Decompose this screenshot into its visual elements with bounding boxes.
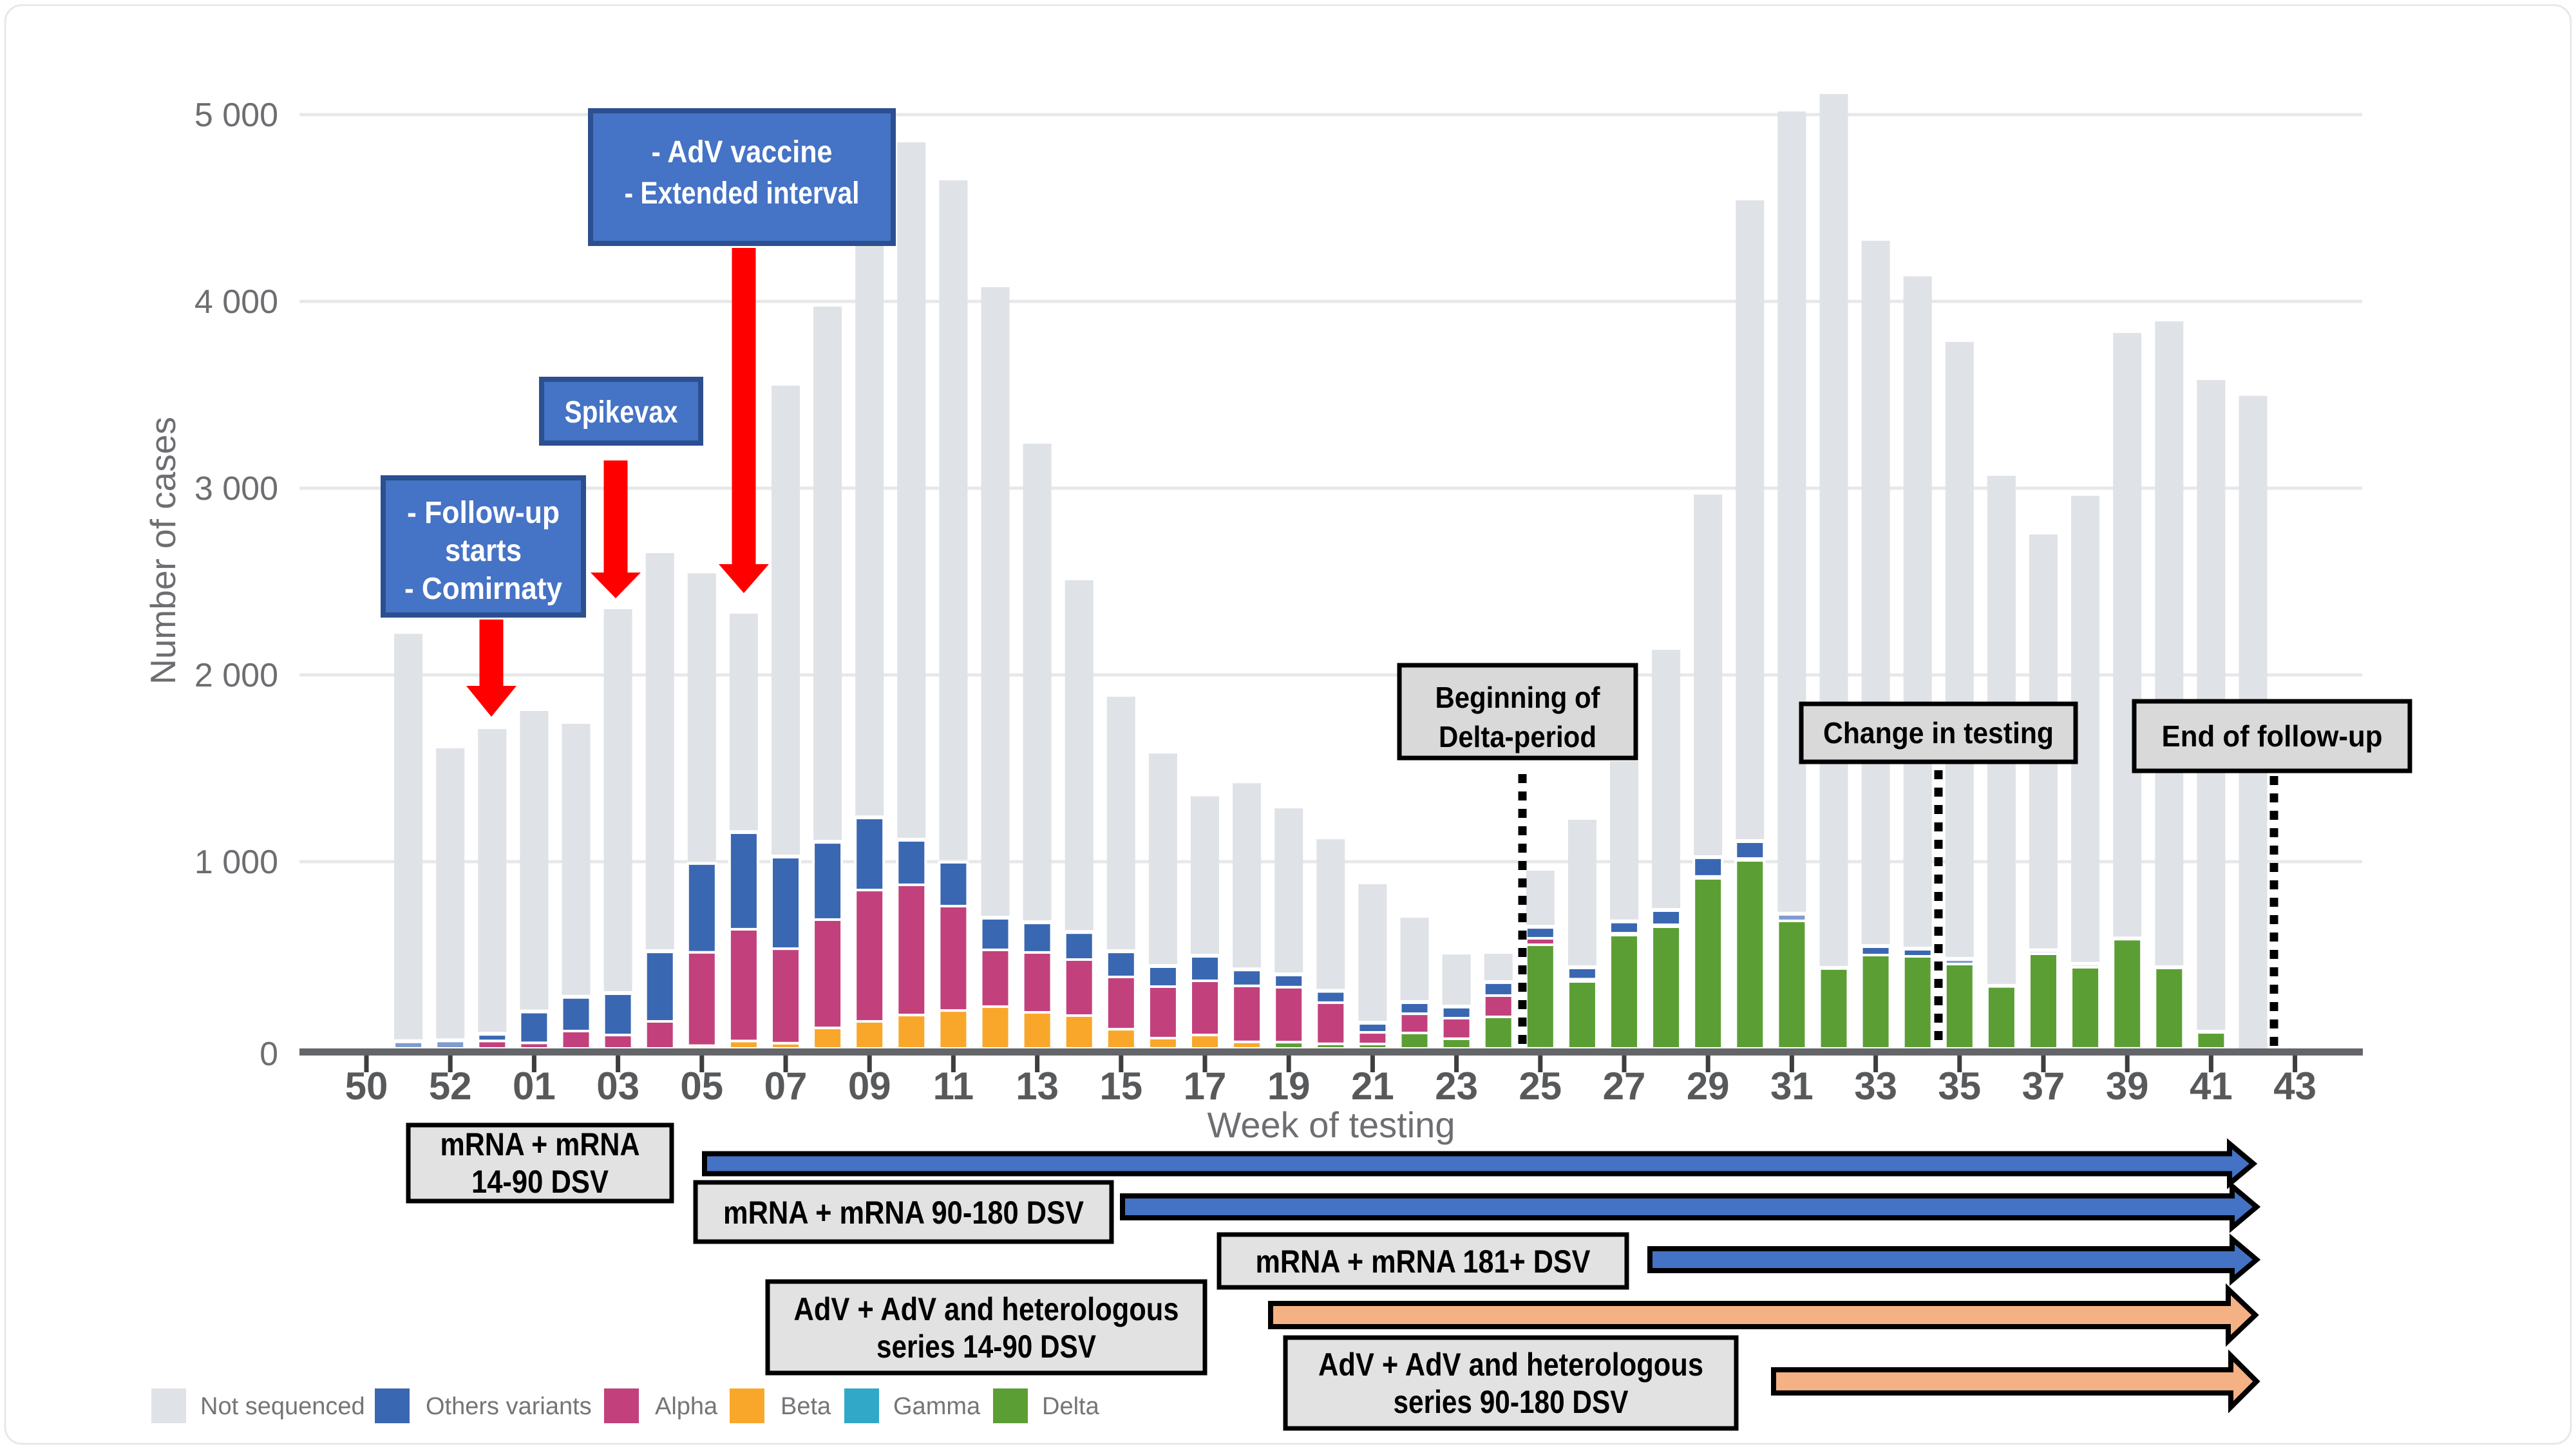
svg-text:Change in testing: Change in testing	[1823, 716, 2054, 750]
svg-text:AdV + AdV and heterologous: AdV + AdV and heterologous	[1318, 1347, 1703, 1383]
svg-text:25: 25	[1519, 1065, 1562, 1108]
svg-text:series 14-90 DSV: series 14-90 DSV	[876, 1329, 1097, 1365]
svg-text:Delta-period: Delta-period	[1439, 720, 1596, 753]
svg-text:starts: starts	[445, 534, 522, 568]
svg-text:- Comirnaty: - Comirnaty	[404, 572, 562, 606]
svg-text:Beginning of: Beginning of	[1435, 681, 1601, 714]
svg-text:mRNA + mRNA: mRNA + mRNA	[440, 1126, 640, 1162]
svg-text:Others variants: Others variants	[426, 1393, 592, 1420]
svg-text:03: 03	[596, 1065, 639, 1108]
svg-text:33: 33	[1854, 1065, 1897, 1108]
svg-text:35: 35	[1938, 1065, 1981, 1108]
svg-text:43: 43	[2273, 1065, 2316, 1108]
svg-text:End of follow-up: End of follow-up	[2162, 719, 2383, 753]
svg-text:50: 50	[345, 1065, 388, 1108]
svg-text:Beta: Beta	[781, 1393, 831, 1420]
svg-text:3 000: 3 000	[194, 470, 278, 507]
svg-text:52: 52	[429, 1065, 472, 1108]
svg-text:01: 01	[513, 1065, 556, 1108]
svg-text:13: 13	[1016, 1065, 1059, 1108]
svg-text:2 000: 2 000	[194, 657, 278, 694]
svg-text:17: 17	[1184, 1065, 1227, 1108]
svg-text:31: 31	[1770, 1065, 1814, 1108]
svg-text:mRNA + mRNA 90-180 DSV: mRNA + mRNA 90-180 DSV	[723, 1195, 1084, 1231]
svg-text:Number of cases: Number of cases	[143, 417, 183, 685]
svg-text:19: 19	[1267, 1065, 1311, 1108]
svg-text:series 90-180 DSV: series 90-180 DSV	[1394, 1384, 1629, 1420]
svg-text:05: 05	[680, 1065, 723, 1108]
svg-text:4 000: 4 000	[194, 283, 278, 321]
svg-text:0: 0	[260, 1036, 278, 1073]
svg-text:- AdV vaccine: - AdV vaccine	[652, 135, 833, 169]
svg-text:Delta: Delta	[1042, 1393, 1100, 1420]
svg-text:15: 15	[1099, 1065, 1142, 1108]
svg-text:Not sequenced: Not sequenced	[200, 1393, 365, 1420]
svg-text:21: 21	[1351, 1065, 1394, 1108]
svg-text:29: 29	[1687, 1065, 1730, 1108]
svg-text:5 000: 5 000	[194, 97, 278, 134]
svg-text:07: 07	[764, 1065, 808, 1108]
svg-text:AdV + AdV and heterologous: AdV + AdV and heterologous	[794, 1291, 1179, 1327]
svg-text:14-90 DSV: 14-90 DSV	[471, 1164, 609, 1200]
svg-text:41: 41	[2190, 1065, 2233, 1108]
svg-text:09: 09	[848, 1065, 891, 1108]
svg-text:11: 11	[933, 1065, 974, 1108]
svg-text:- Extended interval: - Extended interval	[625, 176, 860, 211]
svg-text:- Follow-up: - Follow-up	[407, 496, 560, 530]
svg-text:Spikevax: Spikevax	[565, 395, 678, 430]
svg-text:mRNA + mRNA 181+ DSV: mRNA + mRNA 181+ DSV	[1256, 1244, 1591, 1280]
svg-text:39: 39	[2106, 1065, 2149, 1108]
svg-text:Gamma: Gamma	[893, 1393, 981, 1420]
svg-text:37: 37	[2022, 1065, 2065, 1108]
svg-text:27: 27	[1603, 1065, 1646, 1108]
svg-text:1 000: 1 000	[194, 844, 278, 881]
svg-text:Week of testing: Week of testing	[1208, 1104, 1455, 1145]
svg-text:Alpha: Alpha	[655, 1393, 718, 1420]
svg-text:23: 23	[1435, 1065, 1478, 1108]
